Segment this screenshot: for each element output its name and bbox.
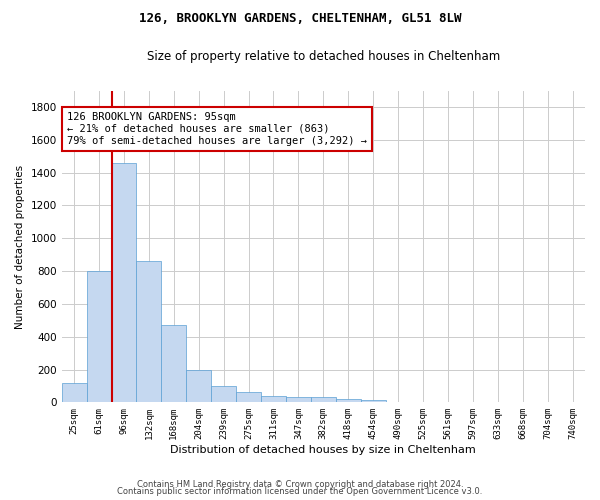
Title: Size of property relative to detached houses in Cheltenham: Size of property relative to detached ho… <box>147 50 500 63</box>
Text: 126, BROOKLYN GARDENS, CHELTENHAM, GL51 8LW: 126, BROOKLYN GARDENS, CHELTENHAM, GL51 … <box>139 12 461 26</box>
Text: 126 BROOKLYN GARDENS: 95sqm
← 21% of detached houses are smaller (863)
79% of se: 126 BROOKLYN GARDENS: 95sqm ← 21% of det… <box>67 112 367 146</box>
X-axis label: Distribution of detached houses by size in Cheltenham: Distribution of detached houses by size … <box>170 445 476 455</box>
Bar <box>62 382 86 402</box>
Bar <box>86 271 112 402</box>
Bar <box>211 386 236 402</box>
Bar <box>186 370 211 402</box>
Bar <box>136 261 161 402</box>
Bar <box>286 396 311 402</box>
Bar <box>161 325 186 402</box>
Text: Contains HM Land Registry data © Crown copyright and database right 2024.: Contains HM Land Registry data © Crown c… <box>137 480 463 489</box>
Bar <box>361 400 386 402</box>
Bar <box>112 163 136 402</box>
Bar <box>311 398 336 402</box>
Bar <box>261 396 286 402</box>
Bar <box>236 392 261 402</box>
Bar <box>336 399 361 402</box>
Text: Contains public sector information licensed under the Open Government Licence v3: Contains public sector information licen… <box>118 487 482 496</box>
Y-axis label: Number of detached properties: Number of detached properties <box>15 164 25 328</box>
